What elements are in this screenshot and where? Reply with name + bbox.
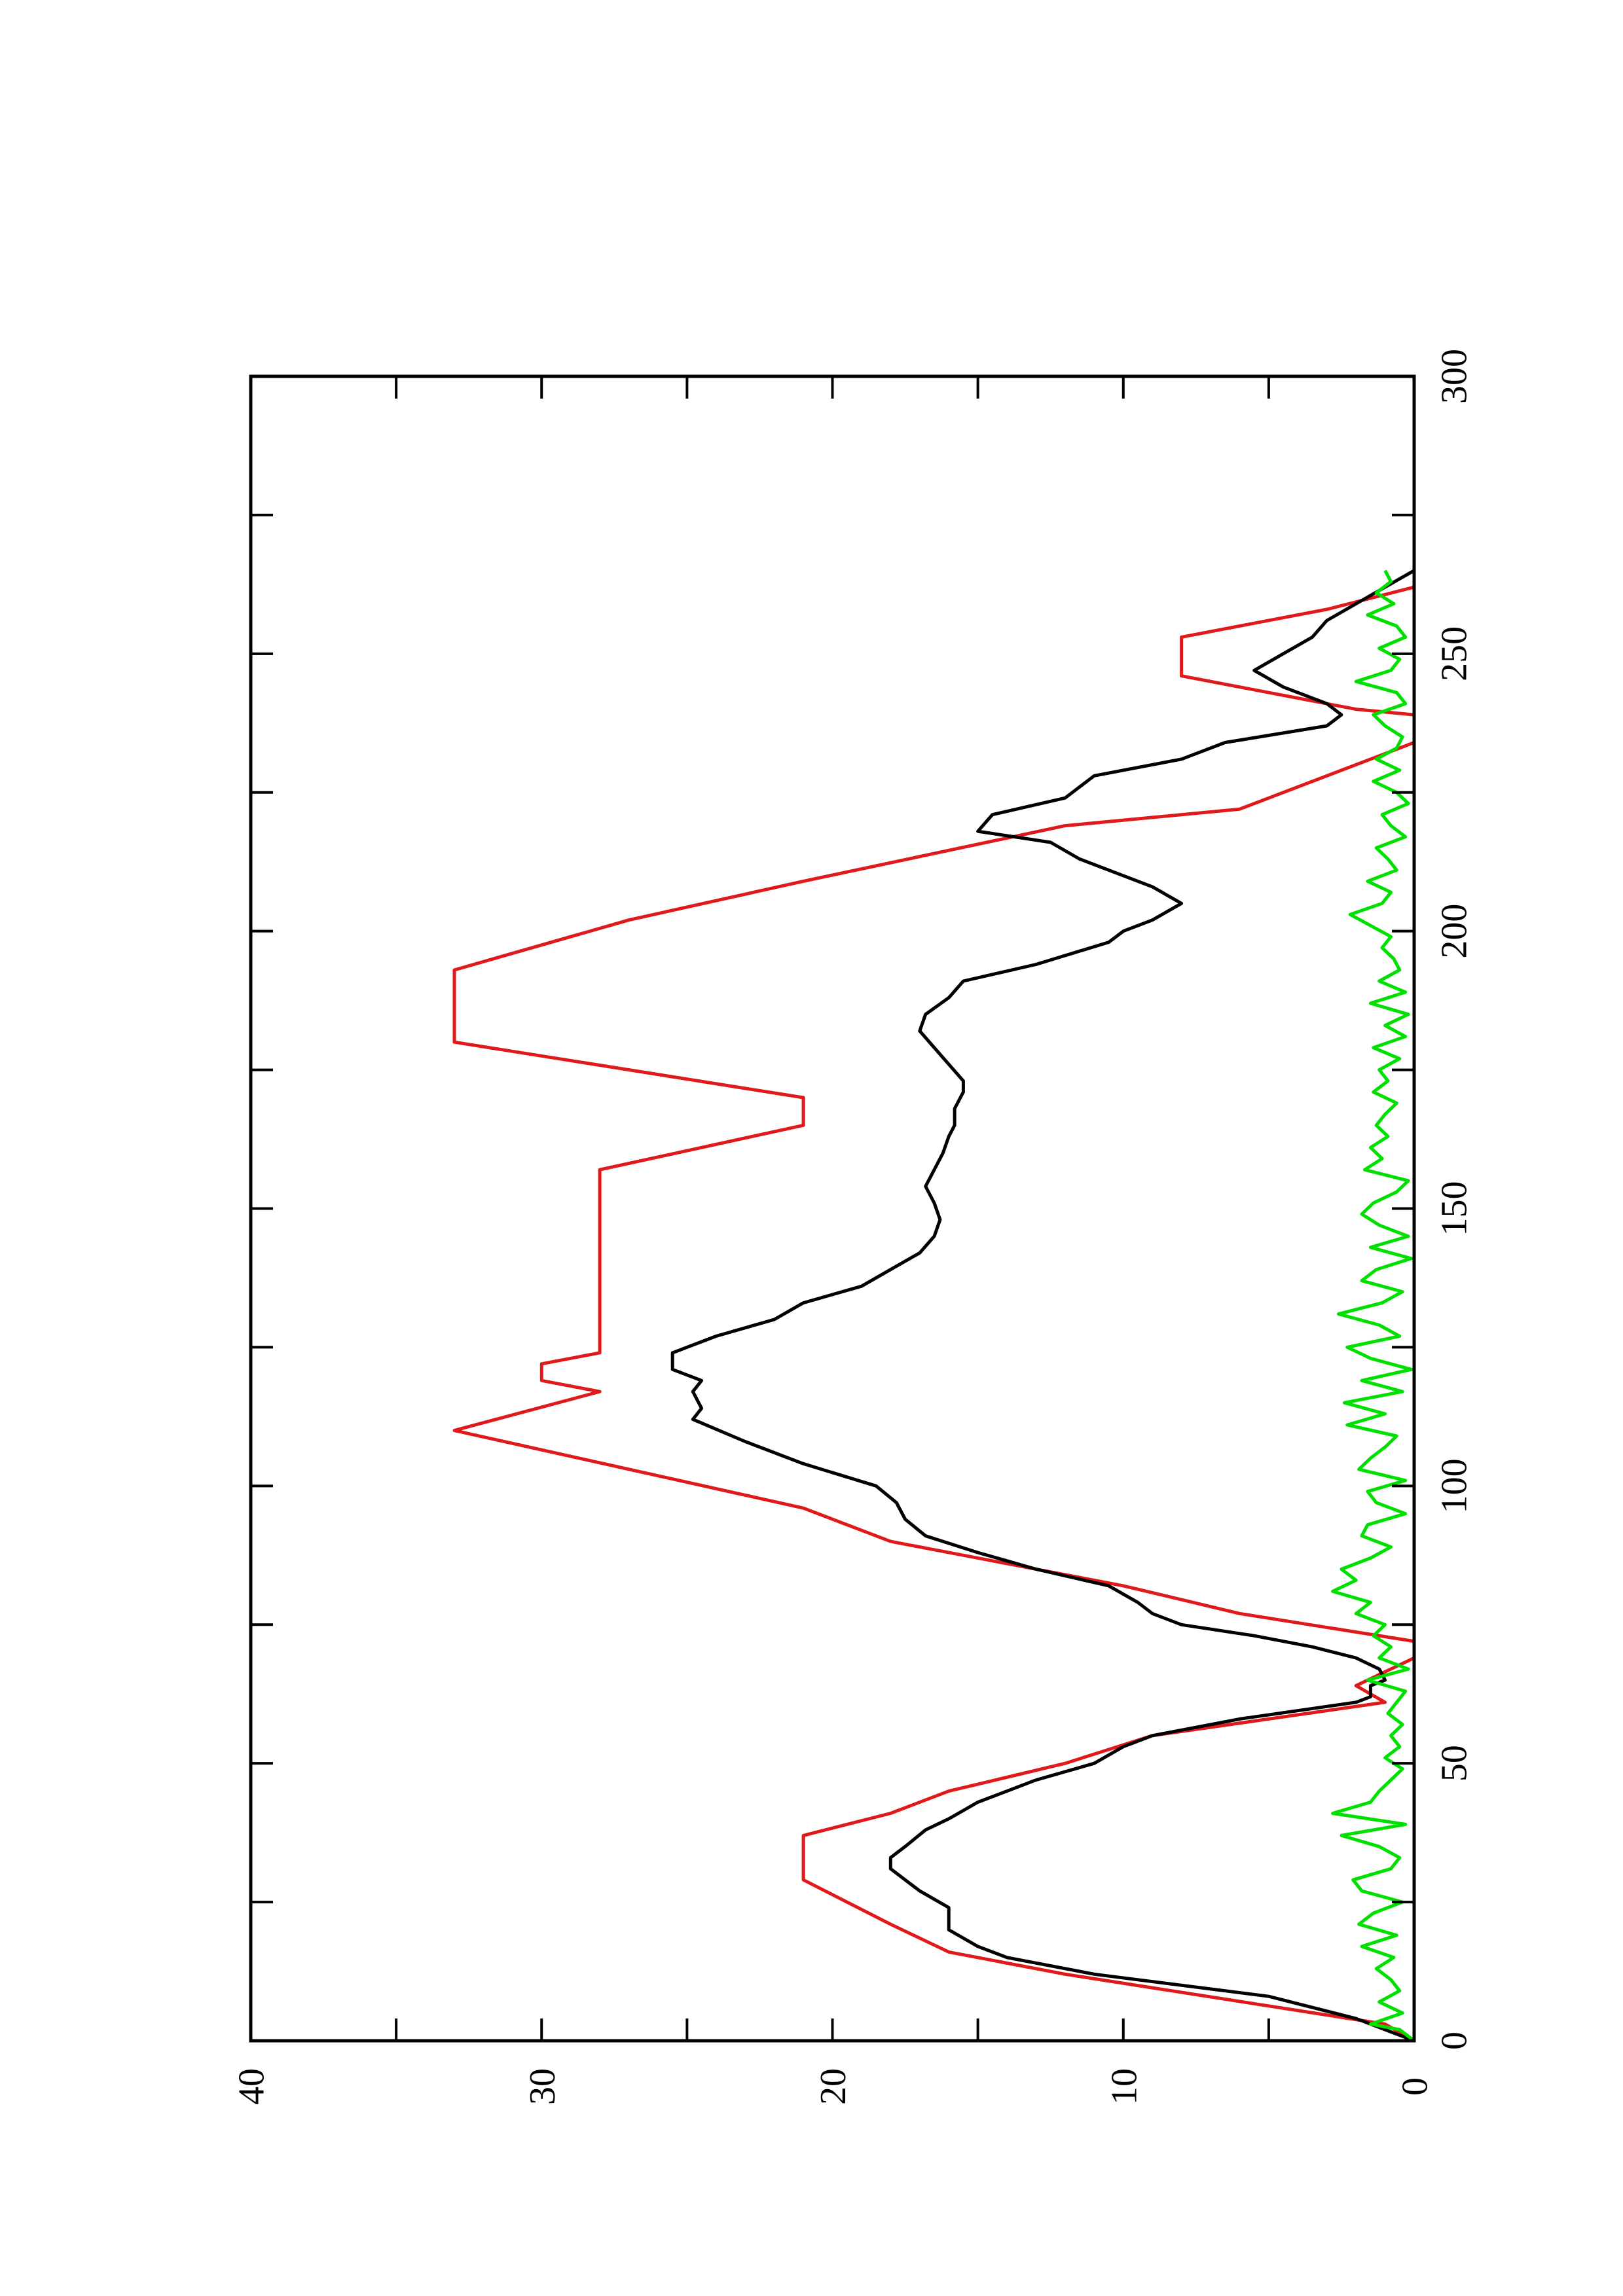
y-tick-label: 10 [1104,2068,1144,2105]
y-tick-label: 0 [1395,2077,1436,2096]
x-tick-label: 100 [1434,1458,1475,1513]
x-tick-label: 300 [1434,349,1475,404]
tick-layer [251,376,1414,2041]
x-tick-label: 50 [1434,1745,1475,1782]
y-tick-label: 40 [232,2068,272,2105]
series-line-3 [1331,569,1415,2042]
series-layer [452,569,1416,2043]
x-tick-label: 0 [1434,2032,1475,2050]
label-layer: 0 50 100 150 200 250 300 0 10 20 30 40 [232,349,1475,2105]
y-tick-label: 30 [522,2068,563,2105]
y-tick-label: 20 [813,2068,854,2105]
series-line-1 [452,585,1416,2043]
x-tick-label: 150 [1434,1181,1475,1236]
x-tick-label: 200 [1434,904,1475,959]
x-tick-label: 250 [1434,626,1475,681]
series-line-2 [670,569,1415,2043]
